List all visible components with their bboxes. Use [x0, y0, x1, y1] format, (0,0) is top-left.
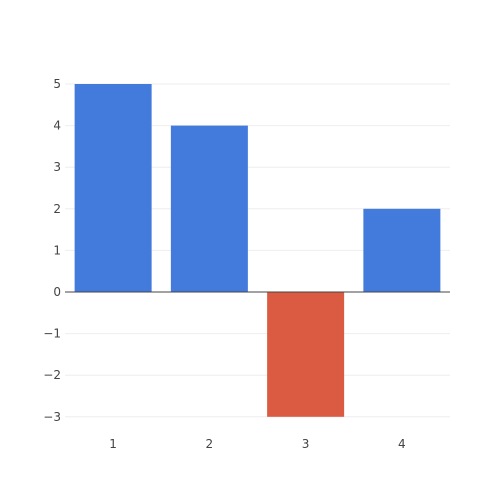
y-tick-label: 1 [53, 243, 61, 257]
bars [74, 84, 441, 417]
y-tick-label: −1 [43, 327, 61, 341]
y-tick-label: 4 [53, 119, 61, 133]
y-tick-label: −3 [43, 410, 61, 424]
x-tick-label: 1 [109, 437, 117, 451]
bar-3 [267, 292, 345, 417]
bar-4 [363, 208, 441, 292]
x-axis-ticks: 1 2 3 4 [109, 437, 405, 451]
y-tick-label: 2 [53, 202, 61, 216]
y-tick-label: 5 [53, 77, 61, 91]
x-tick-label: 3 [302, 437, 310, 451]
y-axis-ticks: 5 4 3 2 1 0 −1 −2 −3 [43, 77, 61, 424]
x-tick-label: 2 [206, 437, 214, 451]
bar-1 [74, 84, 152, 292]
y-tick-label: −2 [43, 368, 61, 382]
y-tick-label: 3 [53, 160, 61, 174]
y-tick-label: 0 [53, 285, 61, 299]
bar-2 [170, 125, 248, 292]
x-tick-label: 4 [398, 437, 406, 451]
